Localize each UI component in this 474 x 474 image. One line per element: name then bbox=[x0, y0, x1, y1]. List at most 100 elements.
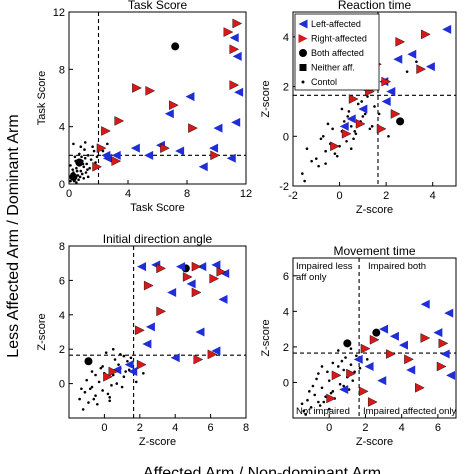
control-point bbox=[317, 164, 320, 168]
left-affected-point bbox=[144, 150, 154, 160]
left-affected-point bbox=[185, 92, 195, 102]
control-point bbox=[415, 60, 418, 64]
control-point bbox=[122, 375, 126, 379]
control-point bbox=[319, 137, 323, 141]
control-point bbox=[311, 384, 315, 388]
left-affected-point bbox=[339, 385, 349, 395]
panel-movement-time: 0 2 4 6 0 2 4 6 Movement time Z-score Z-score bbox=[260, 244, 457, 448]
left-affected-point bbox=[218, 294, 228, 304]
left-affected-point bbox=[346, 114, 356, 124]
control-point bbox=[82, 176, 86, 180]
control-point bbox=[92, 397, 96, 401]
control-point bbox=[315, 377, 318, 381]
control-point bbox=[355, 354, 358, 358]
control-point bbox=[129, 356, 133, 360]
right-affected-point bbox=[108, 366, 119, 377]
right-affected-point bbox=[169, 100, 179, 110]
control-point bbox=[119, 353, 122, 356]
left-affected-point bbox=[186, 279, 196, 289]
y-tick-label: 0 bbox=[283, 131, 289, 143]
control-point bbox=[78, 397, 81, 401]
control-point bbox=[354, 132, 358, 136]
both-affected-point bbox=[343, 339, 352, 348]
control-point bbox=[82, 165, 86, 169]
control-point bbox=[69, 179, 72, 183]
left-affected-point bbox=[379, 324, 389, 334]
x-tick-label: 0 bbox=[66, 188, 72, 200]
control-point bbox=[322, 400, 326, 404]
y-tick-label: 8 bbox=[59, 241, 65, 253]
control-point bbox=[85, 162, 88, 166]
control-point bbox=[308, 390, 311, 393]
right-affected-point bbox=[376, 124, 387, 134]
control-point bbox=[349, 147, 353, 151]
left-affected-point bbox=[170, 353, 180, 363]
control-point bbox=[345, 139, 348, 143]
control-point bbox=[351, 379, 355, 382]
x-axis-label: Task Score bbox=[130, 202, 184, 214]
control-point bbox=[327, 407, 331, 411]
control-point bbox=[347, 110, 351, 113]
y-tick-label: 0 bbox=[59, 179, 65, 191]
control-point bbox=[101, 149, 105, 153]
legend-entry-label: Neither aff. bbox=[311, 63, 355, 73]
x-tick-label: 0 bbox=[101, 422, 107, 434]
left-affected-point bbox=[442, 24, 452, 34]
control-point bbox=[314, 157, 318, 160]
left-affected-point bbox=[164, 109, 174, 119]
right-affected-point bbox=[188, 123, 198, 133]
control-point bbox=[342, 120, 346, 123]
control-point bbox=[326, 370, 329, 374]
y-axis-label: Z-score bbox=[36, 313, 48, 350]
panel-title: Initial direction angle bbox=[103, 232, 213, 246]
panel-title: Task Score bbox=[128, 0, 188, 12]
control-point bbox=[115, 382, 119, 385]
right-affected-point bbox=[421, 29, 431, 40]
left-affected-point bbox=[406, 365, 416, 375]
right-affected-point bbox=[369, 334, 380, 345]
left-affected-point bbox=[381, 96, 391, 106]
control-point bbox=[75, 166, 78, 170]
x-tick-label: 6 bbox=[208, 422, 214, 434]
control-point bbox=[305, 147, 309, 151]
left-affected-point bbox=[232, 51, 242, 61]
legend-neither-icon bbox=[299, 64, 307, 71]
control-point bbox=[347, 388, 351, 391]
main-ylabel: Less Affected Arm / Dominant Arm bbox=[5, 114, 22, 357]
control-point bbox=[71, 168, 74, 171]
main-xlabel: Affected Arm / Non-dominant Arm bbox=[143, 465, 381, 474]
control-point bbox=[324, 162, 327, 165]
right-affected-point bbox=[193, 354, 204, 365]
right-affected-point bbox=[326, 393, 336, 404]
right-affected-point bbox=[404, 354, 414, 365]
control-point bbox=[122, 354, 126, 358]
control-point bbox=[327, 379, 331, 382]
control-point bbox=[356, 102, 360, 106]
control-point bbox=[73, 155, 77, 159]
legend-entry-label: Contol bbox=[311, 77, 337, 87]
left-affected-point bbox=[407, 49, 417, 59]
right-affected-point bbox=[420, 333, 431, 343]
control-point bbox=[101, 389, 104, 392]
right-affected-point bbox=[415, 382, 425, 393]
x-tick-label: 2 bbox=[137, 422, 143, 434]
control-point bbox=[94, 161, 97, 164]
control-point bbox=[349, 125, 353, 128]
control-point bbox=[336, 349, 340, 352]
quadrant-label-bottom-left: Not impaired bbox=[296, 406, 350, 417]
control-point bbox=[96, 402, 99, 406]
control-point bbox=[365, 358, 369, 361]
y-tick-label: 2 bbox=[283, 82, 289, 94]
control-point bbox=[300, 402, 304, 406]
left-affected-point bbox=[195, 327, 205, 337]
control-point bbox=[317, 372, 320, 375]
y-tick-label: 6 bbox=[283, 271, 289, 283]
right-affected-point bbox=[156, 263, 166, 274]
right-affected-point bbox=[381, 76, 392, 87]
control-point bbox=[331, 127, 334, 131]
control-point bbox=[75, 181, 78, 184]
left-affected-point bbox=[124, 360, 134, 370]
right-affected-point bbox=[367, 397, 378, 407]
x-tick-label: 12 bbox=[240, 188, 252, 200]
